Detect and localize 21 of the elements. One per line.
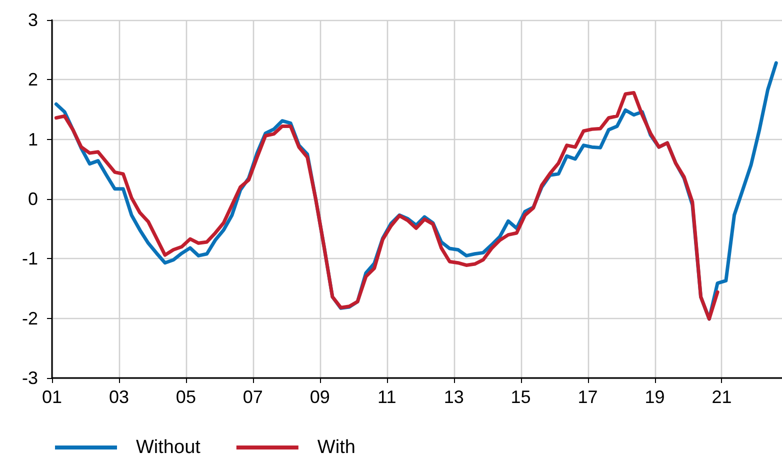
y-tick-label: -3 — [22, 368, 38, 388]
y-tick-label: 0 — [28, 189, 38, 209]
y-tick-label: 1 — [28, 129, 38, 150]
x-tick-label: 09 — [310, 387, 330, 407]
x-tick-label: 15 — [510, 387, 531, 407]
legend-label: With — [317, 437, 356, 458]
y-tick-label: 2 — [28, 70, 38, 90]
x-tick-label: 07 — [242, 387, 263, 407]
x-tick-label: 05 — [176, 387, 196, 407]
x-tick-label: 11 — [378, 387, 396, 407]
line-series — [54, 91, 720, 321]
x-tick-label: 13 — [444, 387, 464, 407]
y-tick-label: -2 — [22, 308, 38, 328]
x-tick-label: 21 — [712, 387, 732, 407]
x-tick-label: 03 — [108, 387, 129, 407]
y-tick-label: -1 — [22, 248, 38, 269]
x-tick-label: 19 — [644, 387, 665, 407]
x-tick-label: 01 — [42, 387, 62, 407]
legend-label: Without — [136, 437, 202, 458]
x-tick-label: 17 — [578, 387, 598, 407]
y-tick-label: 3 — [28, 10, 38, 30]
